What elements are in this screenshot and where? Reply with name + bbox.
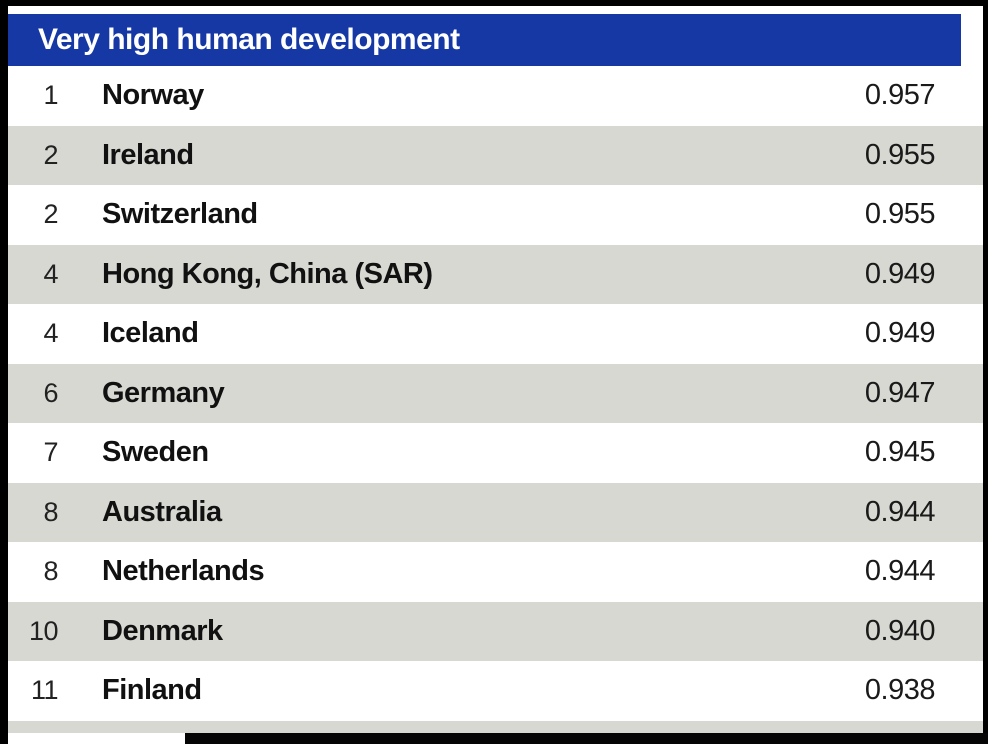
- rank-cell: 2: [43, 139, 58, 170]
- partial-next-row: [8, 720, 983, 733]
- rank-cell: 8: [43, 556, 58, 587]
- value-cell: 0.938: [864, 674, 936, 707]
- category-header: Very high human development: [8, 14, 961, 66]
- country-cell: Finland: [102, 674, 202, 707]
- table-row: 2 Ireland 0.955: [8, 125, 983, 185]
- country-cell: Iceland: [102, 317, 199, 350]
- value-cell: 0.955: [864, 138, 936, 171]
- rank-cell: 4: [43, 318, 58, 349]
- table-row: 8 Australia 0.944: [8, 482, 983, 542]
- country-cell: Norway: [102, 79, 204, 112]
- category-title: Very high human development: [38, 23, 460, 56]
- value-cell: 0.949: [864, 257, 936, 290]
- value-cell: 0.940: [864, 614, 936, 647]
- country-cell: Hong Kong, China (SAR): [102, 257, 433, 290]
- table-row: 11 Finland 0.938: [8, 661, 983, 721]
- table-row: 8 Netherlands 0.944: [8, 542, 983, 602]
- country-cell: Ireland: [102, 138, 194, 171]
- rank-cell: 6: [43, 377, 58, 408]
- country-cell: Sweden: [102, 436, 209, 469]
- report-page: Very high human development 1 Norway 0.9…: [8, 6, 983, 744]
- rank-cell: 10: [28, 615, 59, 646]
- country-cell: Denmark: [102, 614, 223, 647]
- country-cell: Germany: [102, 376, 225, 409]
- value-cell: 0.955: [864, 198, 936, 231]
- rank-cell: 1: [43, 80, 58, 111]
- rank-cell: 4: [43, 258, 58, 289]
- bottom-black-bar: [185, 733, 988, 744]
- table-row: 10 Denmark 0.940: [8, 601, 983, 661]
- rank-cell: 7: [43, 437, 58, 468]
- rank-cell: 2: [43, 199, 58, 230]
- table-row: 6 Germany 0.947: [8, 363, 983, 423]
- table-row: 1 Norway 0.957: [8, 66, 983, 126]
- value-cell: 0.945: [864, 436, 936, 469]
- table-row: 4 Hong Kong, China (SAR) 0.949: [8, 244, 983, 304]
- table-row: 7 Sweden 0.945: [8, 423, 983, 483]
- country-cell: Netherlands: [102, 555, 265, 588]
- rank-cell: 11: [30, 675, 59, 706]
- value-cell: 0.949: [864, 317, 936, 350]
- country-cell: Australia: [102, 495, 222, 528]
- value-cell: 0.947: [864, 376, 936, 409]
- value-cell: 0.944: [864, 555, 936, 588]
- value-cell: 0.944: [864, 495, 936, 528]
- value-cell: 0.957: [864, 79, 936, 112]
- table-row: 4 Iceland 0.949: [8, 304, 983, 364]
- rank-cell: 8: [43, 496, 58, 527]
- table-row: 2 Switzerland 0.955: [8, 185, 983, 245]
- hdi-ranking-table: 1 Norway 0.957 2 Ireland 0.955 2 Switzer…: [8, 66, 983, 733]
- country-cell: Switzerland: [102, 198, 258, 231]
